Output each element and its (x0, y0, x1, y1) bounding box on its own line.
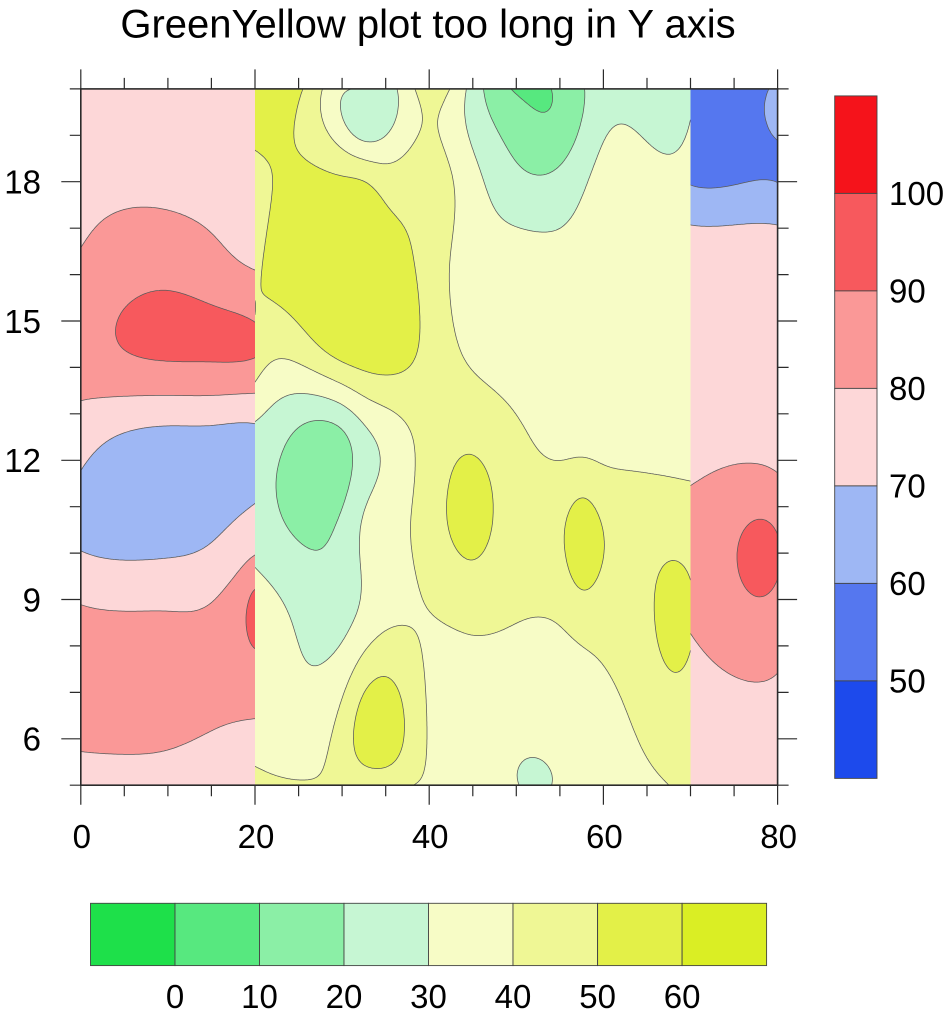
svg-text:GreenYellow plot too long in Y: GreenYellow plot too long in Y axis (120, 3, 735, 47)
svg-text:60: 60 (664, 978, 701, 1015)
svg-text:40: 40 (412, 818, 449, 855)
svg-text:50: 50 (579, 978, 616, 1015)
svg-text:20: 20 (238, 818, 275, 855)
svg-text:40: 40 (495, 978, 532, 1015)
svg-text:15: 15 (4, 303, 41, 340)
svg-text:30: 30 (410, 978, 447, 1015)
svg-text:60: 60 (889, 565, 926, 602)
svg-text:6: 6 (23, 721, 41, 758)
svg-text:80: 80 (760, 818, 797, 855)
svg-text:12: 12 (4, 442, 41, 479)
svg-text:80: 80 (889, 370, 926, 407)
svg-text:10: 10 (241, 978, 278, 1015)
svg-text:60: 60 (586, 818, 623, 855)
svg-text:50: 50 (889, 663, 926, 700)
svg-text:20: 20 (326, 978, 363, 1015)
svg-text:90: 90 (889, 273, 926, 310)
svg-text:70: 70 (889, 468, 926, 505)
svg-text:9: 9 (23, 581, 41, 618)
svg-text:18: 18 (4, 164, 41, 201)
svg-text:0: 0 (166, 978, 184, 1015)
svg-text:100: 100 (889, 175, 944, 212)
svg-text:0: 0 (73, 818, 91, 855)
